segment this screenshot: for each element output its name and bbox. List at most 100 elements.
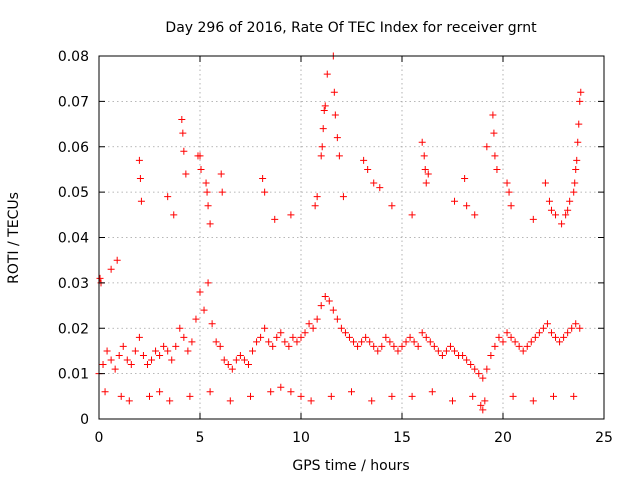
data-point [505, 188, 513, 196]
data-point [408, 211, 416, 219]
data-point [179, 129, 187, 137]
x-tick-label: 0 [95, 430, 104, 446]
data-point [265, 338, 273, 346]
data-point [305, 320, 313, 328]
data-point [321, 292, 329, 300]
y-tick-label: 0.03 [58, 276, 89, 292]
y-axis-tick-labels: 0 0.01 0.02 0.03 0.04 0.05 0.06 0.07 0.08 [58, 49, 89, 428]
data-point [335, 152, 343, 160]
data-point [364, 165, 372, 173]
data-point [160, 342, 168, 350]
data-point [358, 338, 366, 346]
data-point [125, 397, 133, 405]
y-tick-label: 0.02 [58, 321, 89, 337]
data-point [220, 356, 228, 364]
data-point [503, 329, 511, 337]
data-point [281, 338, 289, 346]
data-point [240, 356, 248, 364]
data-point [489, 111, 497, 119]
data-point [463, 356, 471, 364]
data-point [309, 324, 317, 332]
data-point [463, 202, 471, 210]
data-point [461, 175, 469, 183]
data-point [107, 356, 115, 364]
data-point [325, 297, 333, 305]
data-point [388, 202, 396, 210]
data-point [139, 351, 147, 359]
data-point [143, 361, 151, 369]
data-point [426, 338, 434, 346]
data-point [523, 342, 531, 350]
data-point [434, 347, 442, 355]
data-point [483, 143, 491, 151]
data-point [552, 211, 560, 219]
data-point [333, 134, 341, 142]
data-point [232, 356, 240, 364]
data-point [244, 361, 252, 369]
data-point [490, 129, 498, 137]
data-point [570, 392, 578, 400]
data-point [330, 88, 338, 96]
x-axis-label: GPS time / hours [292, 458, 409, 474]
y-tick-label: 0.06 [58, 140, 89, 156]
data-point [117, 392, 125, 400]
data-point [277, 383, 285, 391]
data-point [511, 338, 519, 346]
data-point [178, 116, 186, 124]
data-point [366, 338, 374, 346]
data-point [438, 351, 446, 359]
data-point [360, 156, 368, 164]
data-point [388, 392, 396, 400]
data-point [572, 165, 580, 173]
data-point [491, 342, 499, 350]
data-point [362, 333, 370, 341]
data-point [394, 347, 402, 355]
data-point [267, 388, 275, 396]
x-axis-tick-labels: 0 5 10 15 20 25 [95, 430, 613, 446]
data-point [197, 165, 205, 173]
data-point [226, 397, 234, 405]
data-point [418, 329, 426, 337]
data-point [313, 193, 321, 201]
data-point [495, 333, 503, 341]
data-point [539, 324, 547, 332]
data-point [188, 338, 196, 346]
data-point [204, 202, 212, 210]
data-point [408, 392, 416, 400]
data-point [545, 197, 553, 205]
data-point [204, 279, 212, 287]
data-point [176, 324, 184, 332]
data-point [378, 342, 386, 350]
data-point [196, 288, 204, 296]
data-point [479, 374, 487, 382]
data-point [182, 170, 190, 178]
y-tick-label: 0.01 [58, 367, 89, 383]
data-point [323, 70, 331, 78]
data-point [556, 338, 564, 346]
data-point [374, 347, 382, 355]
data-point [320, 106, 328, 114]
data-point [337, 324, 345, 332]
data-point [261, 188, 269, 196]
data-point [390, 342, 398, 350]
data-point [507, 333, 515, 341]
data-point [491, 152, 499, 160]
data-point [228, 365, 236, 373]
data-point [202, 179, 210, 187]
data-point [507, 202, 515, 210]
data-point [224, 361, 232, 369]
data-point [113, 256, 121, 264]
data-point [333, 315, 341, 323]
data-point [449, 397, 456, 405]
data-point [422, 179, 430, 187]
data-point [402, 338, 410, 346]
data-point [115, 351, 123, 359]
data-point [558, 220, 566, 228]
data-point [192, 315, 200, 323]
data-point [368, 397, 376, 405]
data-point [529, 397, 537, 405]
y-axis-label: ROTI / TECUs [6, 192, 22, 284]
data-point [428, 388, 436, 396]
data-point [103, 347, 111, 355]
data-point [111, 365, 119, 373]
